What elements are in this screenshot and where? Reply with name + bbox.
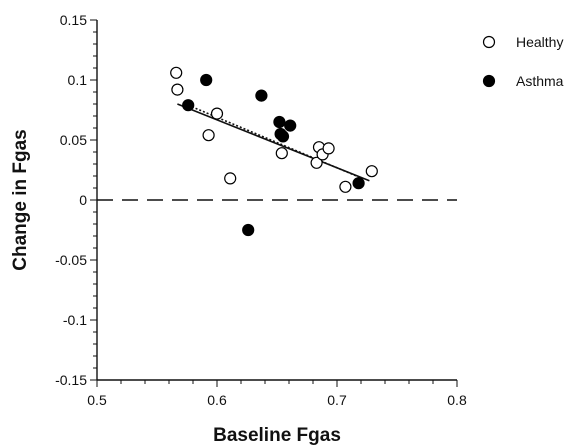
x-tick-label: 0.7 — [327, 392, 347, 408]
x-tick-label: 0.6 — [207, 392, 227, 408]
data-point-healthy — [170, 66, 183, 79]
legend-marker-healthy — [482, 35, 496, 49]
legend: Healthy Asthma — [482, 34, 564, 89]
data-point-asthma — [182, 99, 195, 112]
data-point-healthy — [322, 142, 335, 155]
data-point-healthy — [339, 180, 352, 193]
data-point-asthma — [352, 177, 365, 190]
y-tick-label: -0.1 — [63, 312, 87, 328]
data-points — [170, 66, 378, 237]
legend-label-healthy: Healthy — [516, 34, 563, 50]
trendlines — [177, 103, 370, 182]
y-tick-label: -0.05 — [55, 252, 87, 268]
data-point-asthma — [284, 119, 297, 132]
data-point-asthma — [242, 223, 255, 237]
y-tick-label: 0.05 — [60, 132, 87, 148]
y-tick-label: 0.15 — [60, 12, 87, 28]
data-point-healthy — [224, 172, 237, 185]
y-axis-title: Change in Fgas — [10, 129, 31, 270]
data-point-asthma — [255, 89, 268, 102]
legend-marker-asthma — [482, 74, 496, 88]
data-point-healthy — [365, 165, 378, 178]
data-point-asthma — [200, 73, 213, 87]
data-point-asthma — [276, 130, 290, 143]
y-tick-label: -0.15 — [55, 372, 87, 388]
data-point-healthy — [310, 156, 323, 169]
data-point-healthy — [210, 107, 224, 120]
tick-labels: -0.15 -0.1 -0.05 0 0.05 0.1 0.15 0.5 0.6 0.7 0.8 — [55, 12, 467, 408]
data-point-healthy — [275, 147, 288, 160]
y-tick-label: 0.1 — [68, 72, 88, 88]
x-axis-title: Baseline Fgas — [213, 425, 341, 446]
trendline-asthma — [187, 104, 363, 180]
tick-marks — [90, 19, 458, 387]
legend-label-asthma: Asthma — [516, 73, 564, 89]
y-tick-label: 0 — [79, 192, 87, 208]
data-point-healthy — [202, 129, 215, 142]
x-tick-label: 0.8 — [447, 392, 467, 408]
x-tick-label: 0.5 — [87, 392, 107, 408]
data-point-asthma — [273, 115, 286, 129]
data-point-healthy — [171, 83, 184, 96]
